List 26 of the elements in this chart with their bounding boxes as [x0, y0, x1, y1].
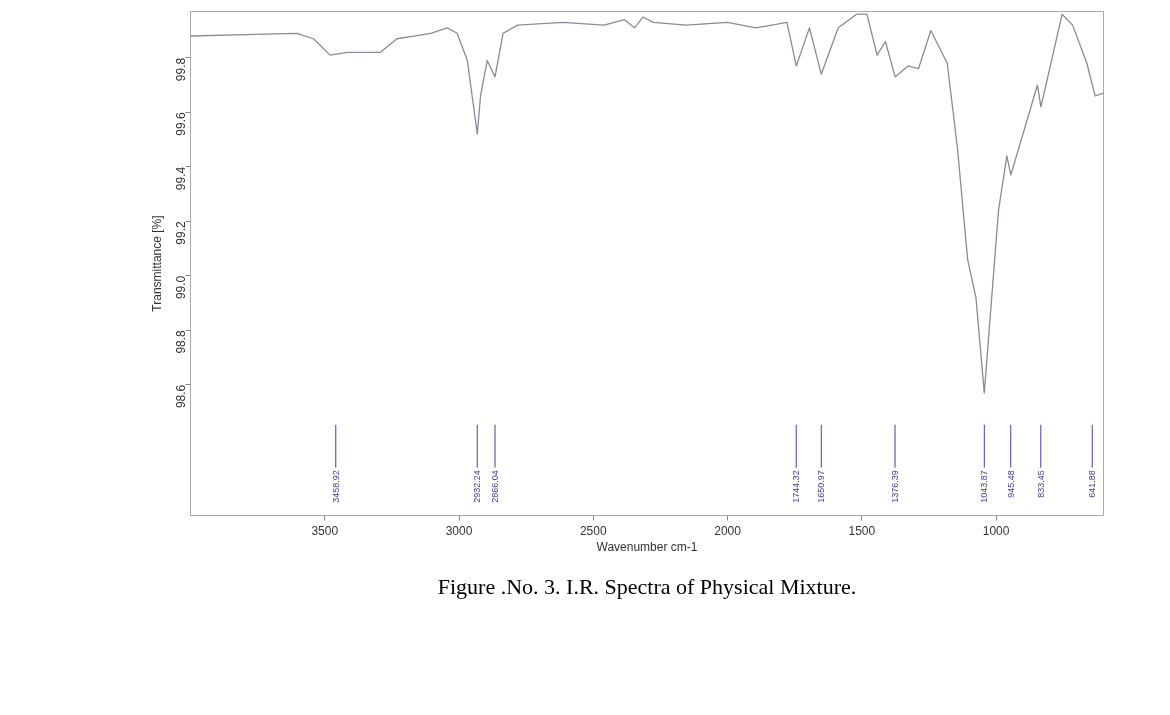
y-axis-title: Transmittance [%] — [149, 215, 164, 312]
y-tick-label: 99.2 — [174, 220, 188, 245]
y-tick-label: 98.8 — [174, 329, 188, 354]
ref-line-label: 2866.04 — [490, 470, 500, 503]
x-tick-label: 3500 — [311, 523, 339, 538]
y-tick-label: 98.6 — [174, 384, 188, 409]
x-tick-label: 1500 — [848, 523, 876, 538]
y-tick-label: 99.0 — [174, 275, 188, 300]
ref-line-label: 1376.39 — [890, 470, 901, 503]
x-tick-label: 1000 — [982, 523, 1010, 538]
y-tick-label: 99.4 — [174, 166, 188, 191]
ref-line-label: 1043.87 — [979, 470, 990, 503]
ref-line-label: 1650.97 — [816, 470, 827, 503]
ref-line-label: 2932.24 — [472, 470, 483, 503]
ref-line-label: 833.45 — [1035, 470, 1046, 498]
text: Figure .No. 3. I.R. Spectra of Physical Mixture. — [437, 573, 857, 599]
y-tick-label: 99.6 — [174, 111, 188, 136]
ref-line-label: 945.48 — [1005, 470, 1016, 498]
x-axis-title: Wavenumber cm-1 — [596, 539, 698, 554]
x-tick-label: 2500 — [579, 523, 607, 538]
ref-line-label: 3458.92 — [330, 470, 341, 503]
y-tick-label: 99.8 — [174, 57, 188, 82]
ref-line-label: 641.88 — [1087, 470, 1098, 498]
x-tick-label: 3000 — [445, 523, 473, 538]
ref-line-label: 1744.32 — [791, 470, 802, 503]
x-tick-label: 2000 — [714, 523, 742, 538]
